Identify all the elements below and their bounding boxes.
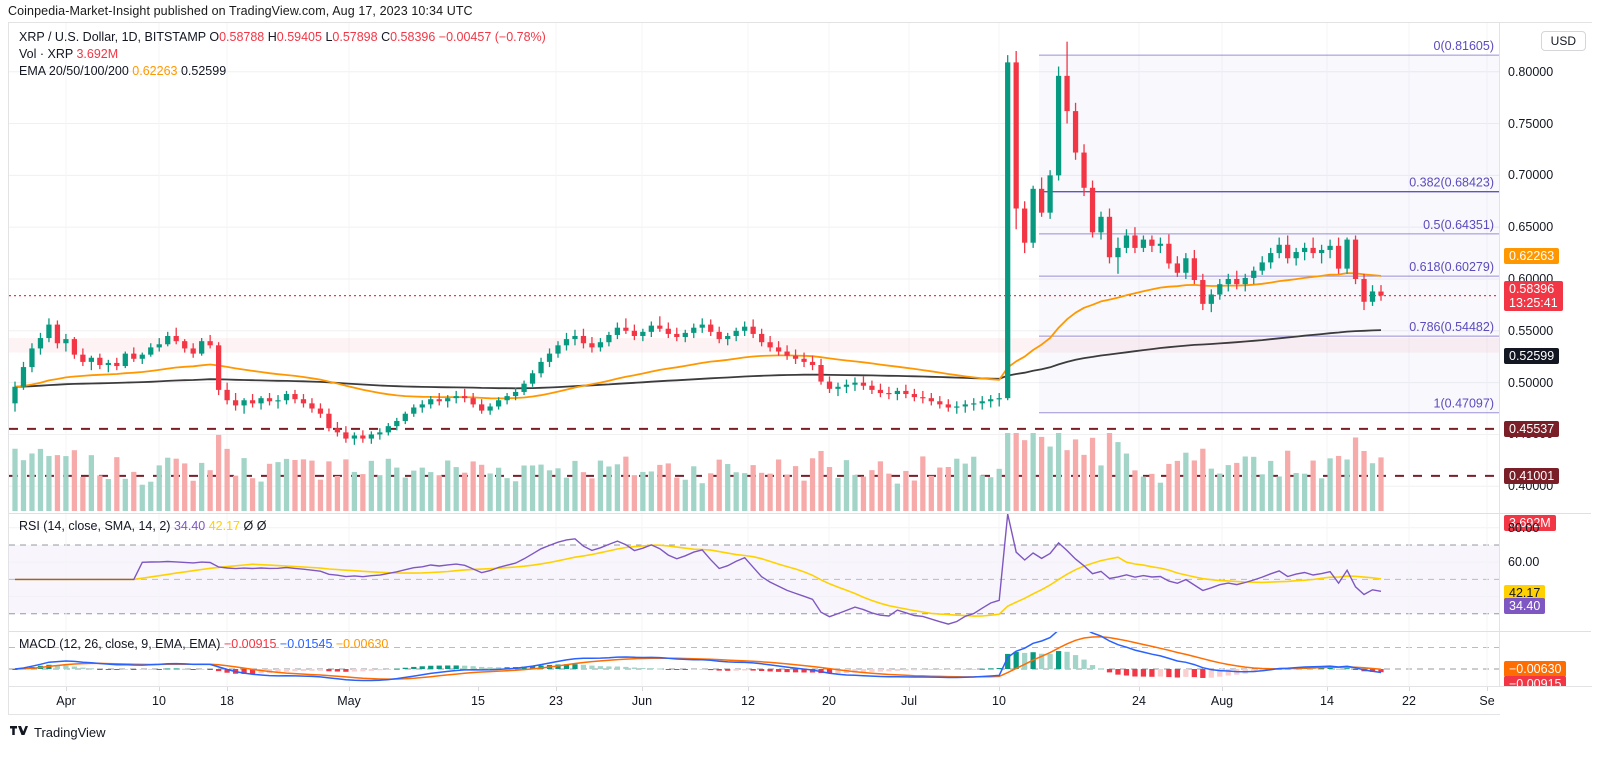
ema-fast-badge[interactable]: 0.62263 <box>1504 247 1560 264</box>
time-axis-gridmark <box>349 687 350 691</box>
time-axis-gridmark <box>748 687 749 691</box>
support-badge-1[interactable]: 0.45537 <box>1504 420 1560 437</box>
time-axis-gridmark <box>829 687 830 691</box>
tradingview-logo-icon <box>10 726 28 735</box>
time-axis-tick: 18 <box>220 694 234 708</box>
time-axis-tick: 20 <box>822 694 836 708</box>
time-axis-tick: 10 <box>992 694 1006 708</box>
time-axis-tick: 23 <box>549 694 563 708</box>
time-axis-tick: 22 <box>1402 694 1416 708</box>
price-axis-tick: 0.80000 <box>1508 64 1554 79</box>
price-chart-svg: 0(0.81605) 0.382(0.68423) 0.5(0.64351) 0.61… <box>9 23 1499 513</box>
rsi-value-badge[interactable]: 34.40 <box>1504 598 1546 615</box>
time-axis-tick: Apr <box>56 694 76 708</box>
support-badge-2[interactable]: 0.41001 <box>1504 467 1560 484</box>
time-axis-tick: 10 <box>152 694 166 708</box>
time-axis-tick: 15 <box>471 694 485 708</box>
time-axis-gridmark <box>1222 687 1223 691</box>
volume-badge[interactable]: 3.692M <box>1504 515 1556 531</box>
time-axis-tick: Jul <box>901 694 917 708</box>
time-axis-tick: Aug <box>1210 694 1234 708</box>
fib-level-label: 0.5(0.64351) <box>1423 218 1494 232</box>
time-axis-gridmark <box>642 687 643 691</box>
time-axis-gridmark <box>1139 687 1140 691</box>
time-axis-gridmark <box>909 687 910 691</box>
rsi-axis-tick: 60.00 <box>1508 555 1540 570</box>
macd-value-badge[interactable]: −0.00630 <box>1504 661 1567 677</box>
rsi-pane[interactable] <box>9 514 1499 631</box>
ema-slow-badge[interactable]: 0.52599 <box>1504 347 1560 364</box>
time-axis-tick: Se <box>1479 694 1495 708</box>
rsi-value-badge[interactable]: 42.17 <box>1504 584 1546 601</box>
price-axis-tick: 0.75000 <box>1508 116 1554 131</box>
rsi-chart-svg <box>9 514 1499 631</box>
footer-brand: TradingView <box>34 725 106 740</box>
price-axis-tick: 0.55000 <box>1508 323 1554 338</box>
time-axis-tick: May <box>337 694 361 708</box>
fib-level-label: 0.618(0.60279) <box>1409 260 1494 274</box>
fib-level-label: 0(0.81605) <box>1434 39 1494 53</box>
footer: TradingView <box>10 725 106 740</box>
fib-level-label: 0.786(0.54482) <box>1409 320 1494 334</box>
macd-pane[interactable] <box>9 632 1499 706</box>
price-axis-tick: 0.65000 <box>1508 220 1554 235</box>
time-axis[interactable]: Apr 10 18 May 23 Jun 12 20 Jul 10 24 Aug 14 22 Se 15 <box>9 686 1592 714</box>
chart-frame: 0(0.81605) 0.382(0.68423) 0.5(0.64351) 0.61… <box>8 22 1592 715</box>
fib-level-label: 1(0.47097) <box>1434 397 1494 411</box>
time-axis-tick: 14 <box>1320 694 1334 708</box>
price-axis[interactable]: USD 0.80000 0.75000 0.70000 0.65000 0.60000 0… <box>1499 23 1592 715</box>
time-axis-gridmark <box>1327 687 1328 691</box>
rsi-axis-tick: 80.00 <box>1508 520 1540 535</box>
last-price-badge[interactable]: 0.58396 13:25:41 <box>1504 280 1563 311</box>
pane-separator[interactable] <box>9 631 1591 632</box>
time-axis-gridmark <box>66 687 67 691</box>
attribution-text: Coinpedia-Market-Insight published on Tr… <box>8 4 473 18</box>
time-axis-gridmark <box>227 687 228 691</box>
time-axis-gridmark <box>1487 687 1488 691</box>
time-axis-gridmark <box>478 687 479 691</box>
currency-pill[interactable]: USD <box>1540 31 1586 51</box>
time-axis-gridmark <box>1409 687 1410 691</box>
time-axis-tick: Jun <box>631 694 653 708</box>
time-axis-gridmark <box>159 687 160 691</box>
time-axis-gridmark <box>556 687 557 691</box>
fib-level-label: 0.382(0.68423) <box>1409 176 1494 190</box>
time-axis-tick: 24 <box>1132 694 1146 708</box>
time-axis-gridmark <box>999 687 1000 691</box>
macd-chart-svg <box>9 632 1499 706</box>
price-axis-tick: 0.50000 <box>1508 375 1554 390</box>
pane-separator[interactable] <box>9 513 1591 514</box>
price-axis-tick: 0.70000 <box>1508 168 1554 183</box>
price-pane[interactable]: 0(0.81605) 0.382(0.68423) 0.5(0.64351) 0.61… <box>9 23 1499 513</box>
time-axis-tick: 12 <box>741 694 755 708</box>
